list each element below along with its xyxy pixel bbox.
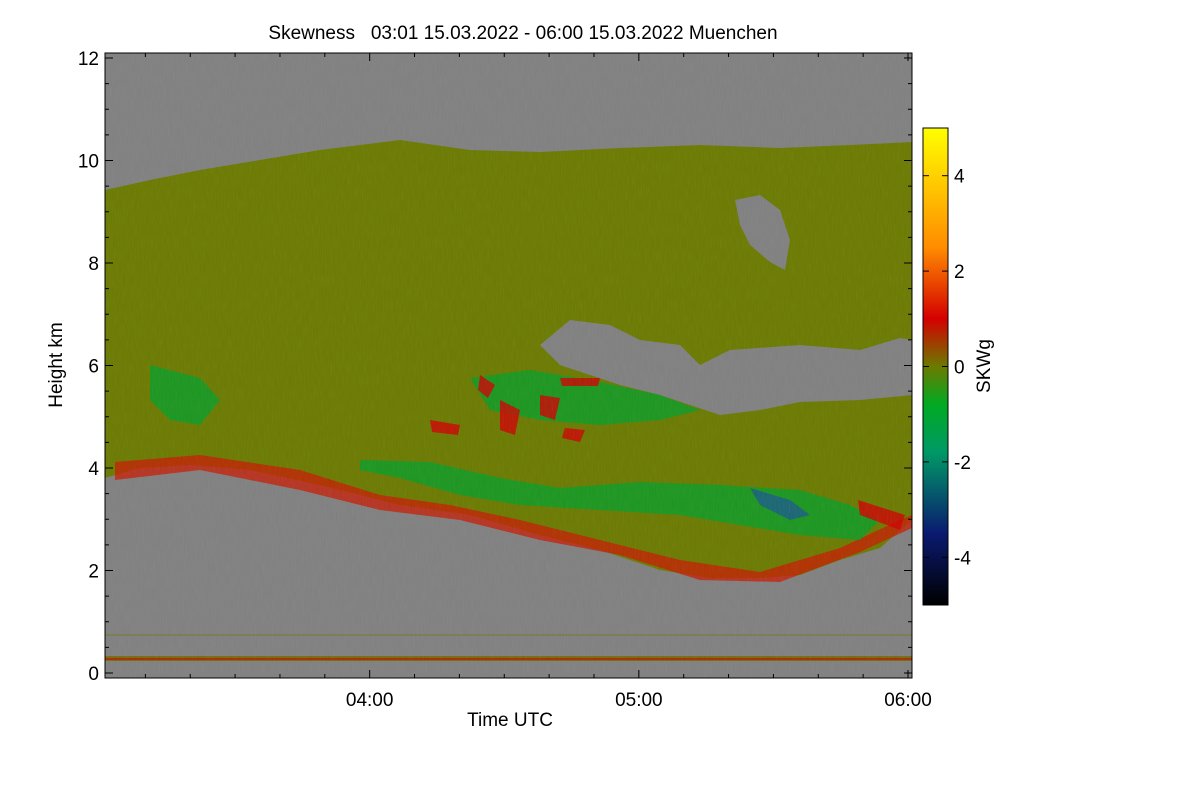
chart-title: Skewness 03:01 15.03.2022 - 06:00 15.03.… <box>268 23 777 44</box>
y-tick-label: 6 <box>88 357 99 378</box>
y-tick-label: 10 <box>78 152 99 173</box>
colorbar-tick-label: 2 <box>954 262 965 283</box>
colorbar-tick-label: -4 <box>954 548 971 569</box>
texture-overlay <box>105 53 912 678</box>
x-tick-label: 05:00 <box>615 690 663 711</box>
colorbar-tick-label: 4 <box>954 167 965 188</box>
y-tick-label: 4 <box>88 459 99 480</box>
y-tick-label: 2 <box>88 562 99 583</box>
y-tick-label: 0 <box>88 664 99 685</box>
y-tick-label: 12 <box>78 49 99 70</box>
x-axis-label: Time UTC <box>467 710 553 731</box>
colorbar-ticks: 4 2 0 -2 -4 <box>923 167 971 569</box>
colorbar-label: SKWg <box>974 339 995 393</box>
y-axis-label: Height km <box>46 322 67 408</box>
x-tick-label: 04:00 <box>346 690 394 711</box>
y-tick-label: 8 <box>88 254 99 275</box>
x-axis: 04:00 05:00 06:00 <box>144 53 932 711</box>
x-tick-label: 06:00 <box>884 690 932 711</box>
colorbar-tick-label: -2 <box>954 453 971 474</box>
y-axis: 0 2 4 6 8 10 12 <box>78 49 912 685</box>
colorbar-tick-label: 0 <box>954 358 965 379</box>
